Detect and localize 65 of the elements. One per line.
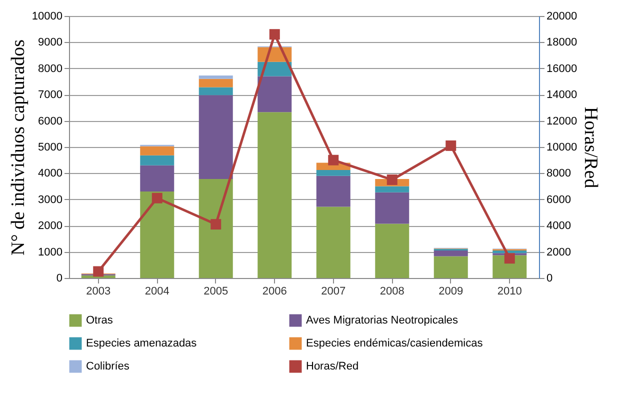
y-tick-label: 10000: [32, 10, 62, 22]
x-tick-label: 2003: [86, 286, 111, 298]
bar: [140, 155, 174, 166]
x-tick-label: 2008: [380, 286, 404, 298]
y-axis-title: N° de individuos capturados: [8, 39, 29, 256]
point: [504, 253, 515, 264]
bar: [198, 87, 233, 96]
point: [328, 154, 339, 166]
point: [446, 140, 456, 151]
bar: [316, 170, 350, 176]
bar: [140, 165, 174, 192]
legend-label: Aves Migratorias Neotropicales: [306, 314, 459, 327]
legend-label: Horas/Red: [306, 360, 359, 372]
y2-tick-label: 14000: [546, 89, 578, 102]
y2-tick-label: 6000: [546, 194, 571, 206]
y-tick-label: 9000: [38, 36, 62, 49]
legend-label: Especies amenazadas: [86, 338, 198, 350]
bar: [140, 192, 174, 278]
y-tick-label: 7000: [38, 89, 62, 102]
x-tick-label: 2004: [144, 286, 170, 298]
y2-tick-label: 8000: [546, 168, 571, 180]
bar: [375, 186, 410, 192]
y2-tick-label: 18000: [546, 36, 578, 49]
y2-tick-label: 12000: [546, 115, 578, 128]
y2-tick-label: 2000: [546, 246, 571, 258]
y-tick-label: 2000: [38, 220, 62, 232]
y-tick-label: 3000: [38, 194, 62, 206]
legend-label: Especies endémicas/casiendemicas: [306, 338, 484, 350]
x-tick-label: 2007: [321, 286, 346, 298]
bar: [258, 76, 292, 112]
bar: [198, 95, 233, 179]
bar: [434, 250, 468, 256]
bar: [434, 256, 468, 278]
y2-tick-label: 10000: [546, 142, 578, 154]
bar: [316, 206, 350, 278]
bar: [198, 178, 233, 278]
legend-label: Otras: [86, 314, 114, 327]
y-tick-label: 4000: [38, 168, 62, 180]
y2-tick-label: 20000: [546, 10, 578, 22]
bar: [140, 146, 174, 156]
bar: [375, 224, 410, 278]
bar: [198, 78, 233, 88]
y-tick-label: 8000: [38, 62, 62, 75]
bar: [258, 112, 292, 278]
y-tick-label: 5000: [38, 142, 62, 154]
point: [269, 29, 280, 40]
y2-axis-title: Horas/Red: [580, 106, 602, 189]
y2-tick-label: 4000: [546, 220, 571, 232]
bar: [198, 75, 233, 79]
y2-tick-label: 0: [546, 272, 553, 284]
point: [152, 192, 162, 204]
point: [93, 266, 104, 277]
point: [386, 174, 398, 185]
y2-tick-label: 16000: [546, 62, 578, 75]
y-tick-label: 0: [56, 272, 62, 284]
x-tick-label: 2006: [262, 286, 287, 298]
point: [210, 219, 222, 230]
y-tick-label: 1000: [38, 246, 62, 258]
bar: [316, 176, 350, 207]
legend-label: Colibríes: [86, 360, 130, 372]
y-tick-label: 6000: [38, 115, 62, 128]
x-tick-label: 2005: [204, 286, 228, 298]
x-tick-label: 2010: [497, 286, 522, 298]
bar: [375, 192, 410, 224]
x-tick-label: 2009: [438, 286, 464, 298]
